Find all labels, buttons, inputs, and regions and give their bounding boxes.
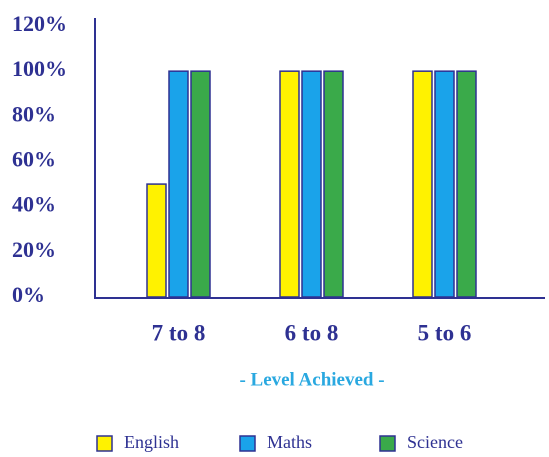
x-tick-label: 5 to 6 [418,320,472,345]
bar [434,70,455,298]
y-tick-label: 80% [12,101,56,126]
x-axis-label: - Level Achieved - [239,369,384,390]
x-tick-label: 7 to 8 [152,320,206,345]
bar [279,70,300,298]
bar [168,70,189,298]
bar [323,70,344,298]
x-tick-label: 6 to 8 [285,320,339,345]
legend-swatch [239,435,256,452]
y-tick-label: 0% [12,282,45,307]
bar [456,70,477,298]
legend-swatch [379,435,396,452]
bar [190,70,211,298]
legend-label: English [124,432,179,452]
legend-label: Science [407,432,463,452]
y-tick-label: 40% [12,192,56,217]
y-tick-label: 60% [12,147,56,172]
legend-swatch [96,435,113,452]
y-tick-label: 20% [12,237,56,262]
legend-label: Maths [267,432,312,452]
bar [146,183,167,298]
bar [301,70,322,298]
y-tick-label: 120% [12,11,67,36]
y-tick-label: 100% [12,56,67,81]
bar [412,70,433,298]
